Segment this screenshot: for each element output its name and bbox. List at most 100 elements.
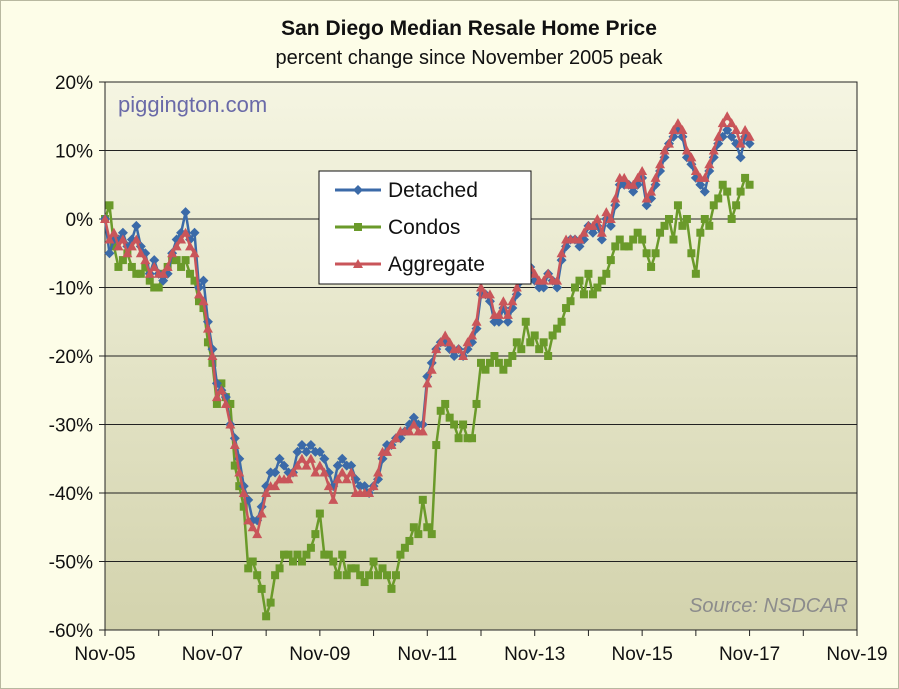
aggregate-point [431, 344, 442, 354]
aggregate-point [619, 172, 630, 182]
condos-point [647, 262, 656, 271]
condos-point [490, 352, 499, 360]
detached-point [104, 248, 115, 259]
aggregate-point [382, 446, 392, 456]
aggregate-point [440, 330, 451, 340]
detached-point [279, 460, 290, 471]
aggregate-point [238, 488, 249, 497]
detached-point [628, 186, 639, 197]
condos-point [571, 283, 579, 292]
aggregate-point [386, 440, 397, 450]
y-tick-label: -60% [49, 621, 93, 642]
detached-point [552, 282, 563, 293]
aggregate-point [108, 227, 119, 237]
detached-point [605, 220, 616, 231]
aggregate-point [699, 172, 710, 182]
x-tick-label: Nov-13 [504, 644, 565, 665]
aggregate-point [422, 378, 433, 388]
aggregate-point [646, 186, 657, 196]
condos-point [682, 215, 691, 223]
condos-point [360, 578, 369, 587]
aggregate-point [122, 248, 133, 258]
x-tick-label: Nov-09 [289, 644, 350, 665]
condos-point [423, 523, 432, 532]
condos-point [575, 276, 584, 285]
aggregate-point [261, 488, 272, 497]
aggregate-point [735, 138, 746, 148]
condos-point [557, 317, 566, 326]
condos-point [597, 276, 606, 285]
condos-point [284, 550, 293, 559]
condos-point [329, 557, 338, 566]
condos-point [584, 269, 593, 278]
detached-point [117, 227, 128, 238]
y-tick-label: -10% [49, 279, 93, 300]
condos-point [186, 269, 195, 278]
detached-point [305, 440, 316, 451]
aggregate-point [704, 159, 715, 169]
aggregate-point [243, 515, 254, 525]
condos-point [463, 434, 472, 443]
condos-point [705, 221, 714, 230]
aggregate-point [462, 337, 473, 347]
condos-point [365, 571, 374, 580]
aggregate-point [256, 508, 267, 518]
aggregate-point [131, 234, 142, 244]
aggregate-point [390, 433, 401, 443]
aggregate-point [194, 289, 204, 299]
detached-point [292, 446, 303, 457]
condos-point [611, 242, 620, 251]
condos-point [678, 221, 687, 230]
condos-point [669, 235, 678, 244]
detached-point [359, 481, 370, 492]
aggregate-point [668, 124, 679, 134]
condos-point [445, 413, 454, 422]
condos-point [271, 571, 280, 580]
aggregate-point [176, 234, 187, 244]
aggregate-point [641, 193, 652, 203]
aggregate-point [686, 152, 697, 162]
aggregate-point [270, 481, 281, 491]
y-tick-label: -20% [49, 347, 93, 368]
aggregate-point [216, 385, 227, 395]
condos-point [718, 180, 727, 189]
aggregate-point [722, 111, 733, 121]
y-tick-label: -30% [49, 416, 93, 437]
condos-point [727, 215, 736, 223]
condos-point [736, 187, 745, 196]
condos-point [656, 228, 665, 237]
condos-point [150, 283, 159, 292]
x-tick-label: Nov-05 [74, 644, 135, 665]
detached-point [314, 446, 325, 457]
condos-point [602, 269, 611, 278]
aggregate-point [610, 193, 621, 203]
aggregate-point [605, 214, 616, 223]
condos-point [530, 331, 539, 340]
aggregate-point [158, 268, 169, 278]
aggregate-point [247, 522, 258, 532]
aggregate-point [252, 529, 263, 539]
aggregate-point [337, 467, 348, 477]
condos-point [535, 345, 544, 354]
aggregate-point [574, 234, 585, 244]
x-axis: Nov-05 Nov-07 Nov-09 Nov-11 Nov-13 Nov-15 Nov-… [74, 630, 888, 665]
condos-point [539, 338, 548, 347]
condos-point [127, 262, 136, 271]
aggregate-point [167, 248, 178, 258]
aggregate-point [310, 467, 321, 477]
aggregate-point [677, 124, 688, 134]
detached-point [274, 453, 285, 464]
condos-point [503, 358, 512, 367]
detached-point [408, 412, 419, 423]
aggregate-point [373, 467, 384, 477]
condos-point [132, 269, 141, 278]
condos-point [709, 201, 718, 210]
condos-point [696, 228, 705, 237]
aggregate-point [368, 481, 379, 491]
aggregate-point [650, 172, 661, 182]
detached-point [722, 124, 733, 135]
aggregate-point [328, 494, 339, 504]
aggregate-point [556, 248, 567, 258]
condos-point [723, 187, 732, 196]
aggregate-point [100, 214, 110, 223]
